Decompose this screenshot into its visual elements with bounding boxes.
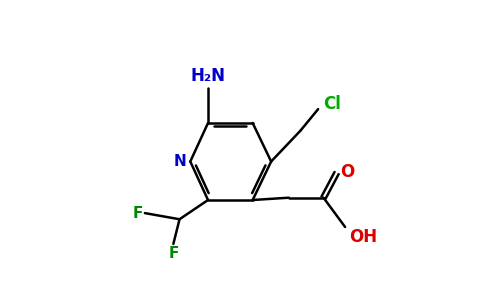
Text: F: F [168,246,179,261]
Text: H₂N: H₂N [191,67,226,85]
Text: OH: OH [349,229,377,247]
Text: N: N [174,154,186,169]
Text: F: F [132,206,143,220]
Text: Cl: Cl [323,95,341,113]
Text: O: O [340,163,355,181]
